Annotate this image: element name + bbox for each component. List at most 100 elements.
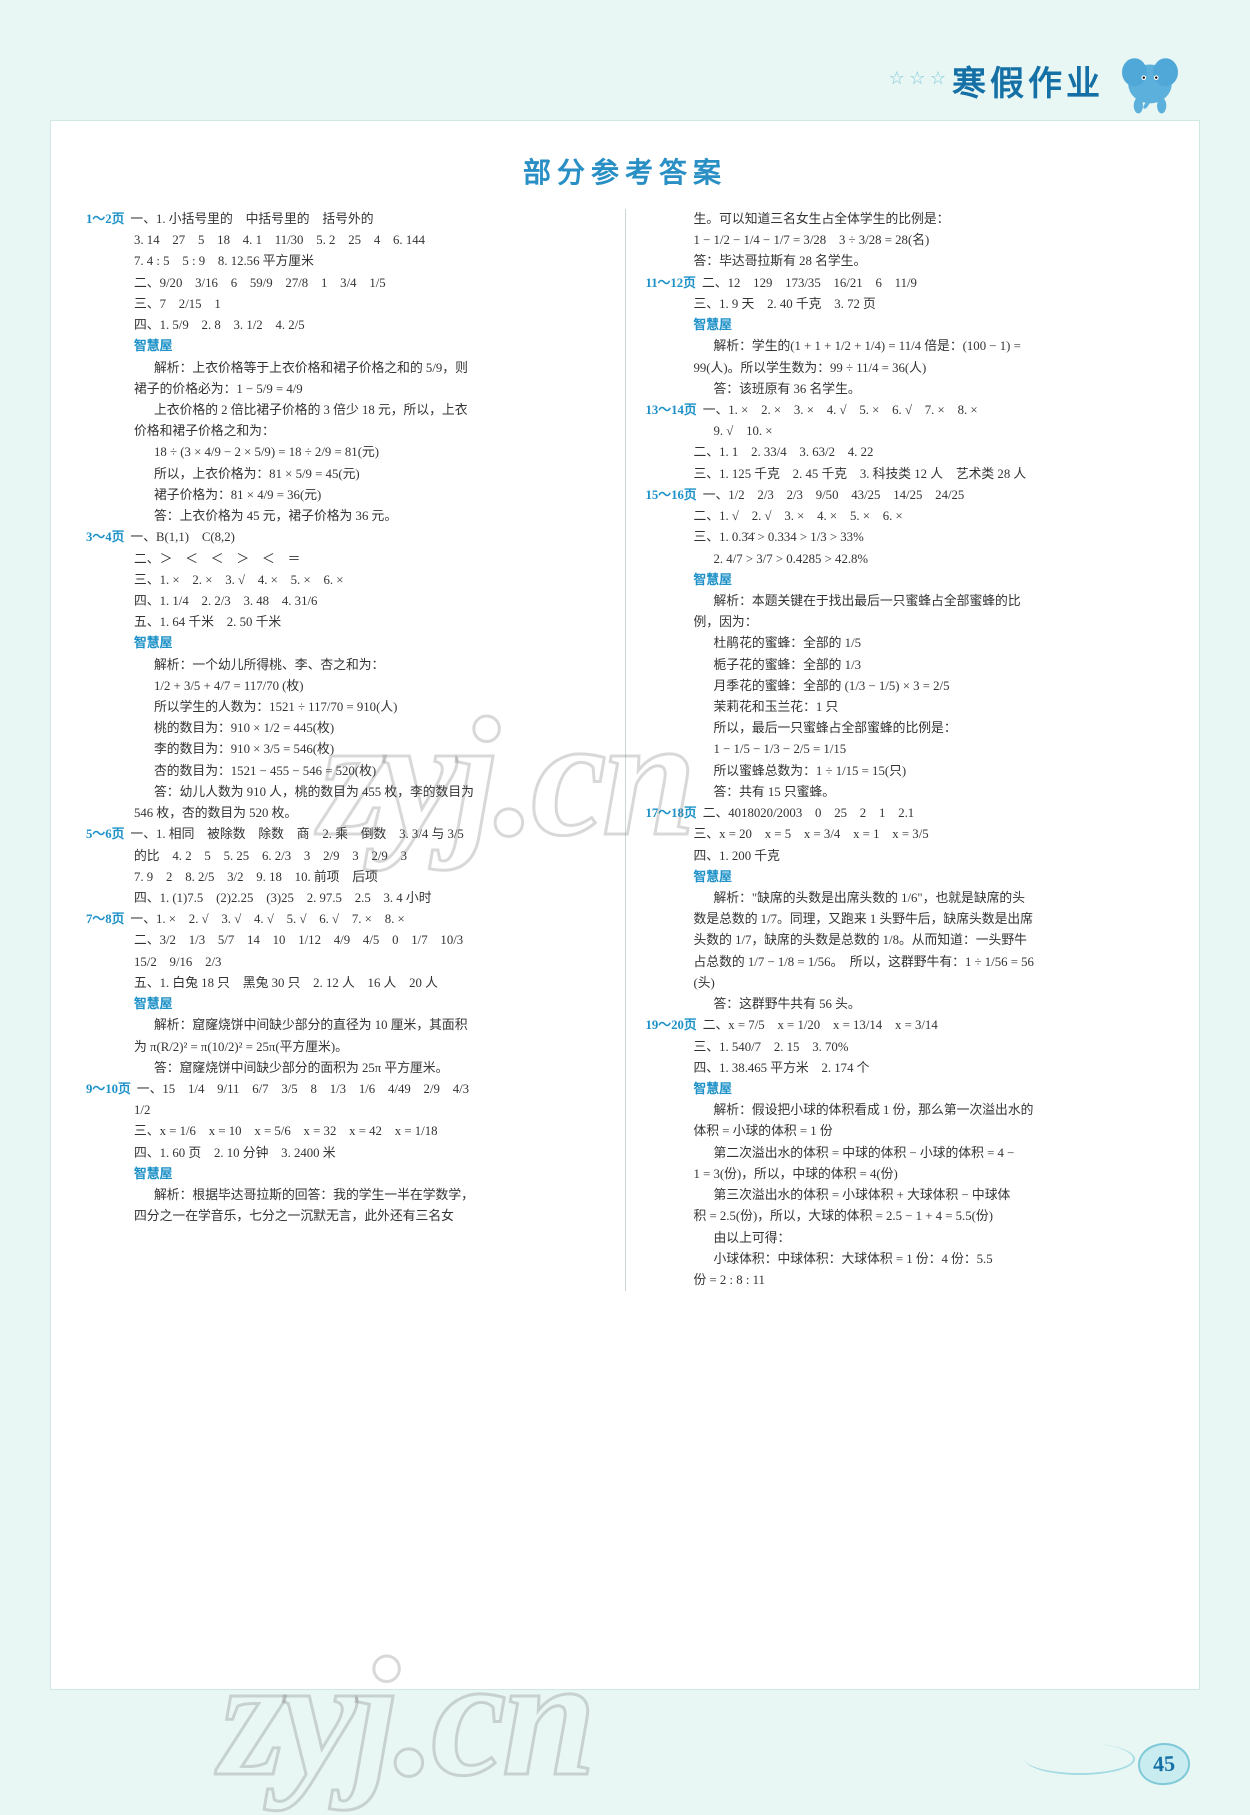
header-banner: ☆ ☆ ☆ 寒假作业 (889, 45, 1190, 115)
text: 三、1. 0.3̇4̇ > 0.334 > 1/3 > 33% (646, 527, 1165, 547)
text: 李的数目为：910 × 3/5 = 546(枚) (86, 739, 605, 759)
wisdom-label: 智慧屋 (134, 339, 172, 353)
text: 四、1. 1/4 2. 2/3 3. 48 4. 31/6 (86, 591, 605, 611)
text: 一、15 1/4 9/11 6/7 3/5 8 1/3 1/6 4/49 2/9… (137, 1082, 469, 1096)
text: 二、9/20 3/16 6 59/9 27/8 1 3/4 1/5 (86, 273, 605, 293)
page-ref: 19～20页 (646, 1018, 697, 1032)
page-ref: 5～6页 (86, 827, 124, 841)
text: 2. 4/7 > 3/7 > 0.4285 > 42.8% (646, 549, 1165, 569)
text: 1 = 3(份)，所以，中球的体积 = 4(份) (646, 1164, 1165, 1184)
text: 答：上衣价格为 45 元，裙子价格为 36 元。 (86, 506, 605, 526)
text: (头) (646, 973, 1165, 993)
text: 积 = 2.5(份)，所以，大球的体积 = 2.5 − 1 + 4 = 5.5(… (646, 1206, 1165, 1226)
text: 所以，上衣价格为：81 × 5/9 = 45(元) (86, 464, 605, 484)
column-separator (625, 209, 626, 1291)
wisdom-label: 智慧屋 (134, 1167, 172, 1181)
text: 裙子价格为：81 × 4/9 = 36(元) (86, 485, 605, 505)
text: 546 枚，杏的数目为 520 枚。 (86, 803, 605, 823)
text: 9. √ 10. × (646, 421, 1165, 441)
text: 四、1. 38.465 平方米 2. 174 个 (646, 1058, 1165, 1078)
text: 生。可以知道三名女生占全体学生的比例是： (646, 209, 1165, 229)
text: 一、1/2 2/3 2/3 9/50 43/25 14/25 24/25 (703, 488, 965, 502)
text: 一、B(1,1) C(8,2) (130, 530, 235, 544)
text: 答：窟窿烧饼中间缺少部分的面积为 25π 平方厘米。 (86, 1058, 605, 1078)
text: 15/2 9/16 2/3 (86, 952, 605, 972)
text: 占总数的 1/7 − 1/8 = 1/56。 所以，这群野牛有：1 ÷ 1/56… (646, 952, 1165, 972)
text: 解析：根据毕达哥拉斯的回答：我的学生一半在学数学， (86, 1185, 605, 1205)
page-ref: 17～18页 (646, 806, 697, 820)
text: 栀子花的蜜蜂：全部的 1/3 (646, 655, 1165, 675)
text: 三、1. 125 千克 2. 45 千克 3. 科技类 12 人 艺术类 28 … (646, 464, 1165, 484)
text: 一、1. × 2. × 3. × 4. √ 5. × 6. √ 7. × 8. … (703, 403, 978, 417)
wisdom-label: 智慧屋 (134, 636, 172, 650)
text: 7. 4 : 5 5 : 9 8. 12.56 平方厘米 (86, 251, 605, 271)
wisdom-label: 智慧屋 (694, 1082, 732, 1096)
text: 18 ÷ (3 × 4/9 − 2 × 5/9) = 18 ÷ 2/9 = 81… (86, 442, 605, 462)
text: 第三次溢出水的体积 = 小球体积 + 大球体积 − 中球体 (646, 1185, 1165, 1205)
text: 99(人)。所以学生数为：99 ÷ 11/4 = 36(人) (646, 358, 1165, 378)
text: 裙子的价格必为：1 − 5/9 = 4/9 (86, 379, 605, 399)
text: 1 − 1/2 − 1/4 − 1/7 = 3/28 3 ÷ 3/28 = 28… (646, 230, 1165, 250)
page-title: 部分参考答案 (86, 151, 1164, 191)
text: 答：毕达哥拉斯有 28 名学生。 (646, 251, 1165, 271)
text: 三、7 2/15 1 (86, 294, 605, 314)
page-content: 部分参考答案 1～2页一、1. 小括号里的 中括号里的 括号外的 3. 14 2… (50, 120, 1200, 1690)
text: 7. 9 2 8. 2/5 3/2 9. 18 10. 前项 后项 (86, 867, 605, 887)
text: 例，因为： (646, 612, 1165, 632)
text: 二、4018020/2003 0 25 2 1 2.1 (703, 806, 915, 820)
text: 四、1. (1)7.5 (2)2.25 (3)25 2. 97.5 2.5 3.… (86, 888, 605, 908)
text: 茉莉花和玉兰花：1 只 (646, 697, 1165, 717)
text: 解析：学生的(1 + 1 + 1/2 + 1/4) = 11/4 倍是：(100… (646, 336, 1165, 356)
banner-text: 寒假作业 (952, 56, 1104, 105)
text: 四、1. 5/9 2. 8 3. 1/2 4. 2/5 (86, 315, 605, 335)
text: 数是总数的 1/7。同理，又跑来 1 头野牛后，缺席头数是出席 (646, 909, 1165, 929)
text: 答：该班原有 36 名学生。 (646, 379, 1165, 399)
text: 答：这群野牛共有 56 头。 (646, 994, 1165, 1014)
text: 1/2 + 3/5 + 4/7 = 117/70 (枚) (86, 676, 605, 696)
elephant-icon (1110, 45, 1190, 115)
text: 杏的数目为：1521 − 455 − 546 = 520(枚) (86, 761, 605, 781)
page-ref: 15～16页 (646, 488, 697, 502)
left-column: 1～2页一、1. 小括号里的 中括号里的 括号外的 3. 14 27 5 18 … (86, 209, 605, 1291)
text: 解析：窟窿烧饼中间缺少部分的直径为 10 厘米，其面积 (86, 1015, 605, 1035)
text: 所以蜜蜂总数为：1 ÷ 1/15 = 15(只) (646, 761, 1165, 781)
text: 三、x = 20 x = 5 x = 3/4 x = 1 x = 3/5 (646, 824, 1165, 844)
decor-stars: ☆ ☆ ☆ (889, 68, 946, 89)
text: 答：共有 15 只蜜蜂。 (646, 782, 1165, 802)
text: 三、1. 9 天 2. 40 千克 3. 72 页 (646, 294, 1165, 314)
page-ref: 9～10页 (86, 1082, 131, 1096)
text: 的比 4. 2 5 5. 25 6. 2/3 3 2/9 3 2/9 3 (86, 846, 605, 866)
page-ref: 13～14页 (646, 403, 697, 417)
text: 一、1. × 2. √ 3. √ 4. √ 5. √ 6. √ 7. × 8. … (130, 912, 404, 926)
page-ref: 7～8页 (86, 912, 124, 926)
text: 所以，最后一只蜜蜂占全部蜜蜂的比例是： (646, 718, 1165, 738)
page-ref: 1～2页 (86, 212, 124, 226)
text: 价格和裙子价格之和为： (86, 421, 605, 441)
text: 三、1. × 2. × 3. √ 4. × 5. × 6. × (86, 570, 605, 590)
text: 由以上可得： (646, 1228, 1165, 1248)
text: 二、1. √ 2. √ 3. × 4. × 5. × 6. × (646, 506, 1165, 526)
text: 第二次溢出水的体积 = 中球的体积 − 小球的体积 = 4 − (646, 1143, 1165, 1163)
text: 四、1. 60 页 2. 10 分钟 3. 2400 米 (86, 1143, 605, 1163)
text: 为 π(R/2)² = π(10/2)² = 25π(平方厘米)。 (86, 1037, 605, 1057)
text: 小球体积：中球体积：大球体积 = 1 份：4 份：5.5 (646, 1249, 1165, 1269)
wisdom-label: 智慧屋 (694, 573, 732, 587)
text: 二、12 129 173/35 16/21 6 11/9 (702, 276, 917, 290)
text: 头数的 1/7，缺席的头数是总数的 1/8。从而知道：一头野牛 (646, 930, 1165, 950)
text: 一、1. 小括号里的 中括号里的 括号外的 (130, 212, 373, 226)
text: 解析：一个幼儿所得桃、李、杏之和为： (86, 655, 605, 675)
text: 3. 14 27 5 18 4. 1 11/30 5. 2 25 4 6. 14… (86, 230, 605, 250)
text: 二、3/2 1/3 5/7 14 10 1/12 4/9 4/5 0 1/7 1… (86, 930, 605, 950)
text: 三、1. 540/7 2. 15 3. 70% (646, 1037, 1165, 1057)
text: 杜鹃花的蜜蜂：全部的 1/5 (646, 633, 1165, 653)
text: 一、1. 相同 被除数 除数 商 2. 乘 倒数 3. 3/4 与 3/5 (130, 827, 463, 841)
text: 上衣价格的 2 倍比裙子价格的 3 倍少 18 元，所以，上衣 (86, 400, 605, 420)
page-ref: 3～4页 (86, 530, 124, 544)
text: 解析："缺席的头数是出席头数的 1/6"，也就是缺席的头 (646, 888, 1165, 908)
text: 体积 = 小球的体积 = 1 份 (646, 1121, 1165, 1141)
right-column: 生。可以知道三名女生占全体学生的比例是： 1 − 1/2 − 1/4 − 1/7… (646, 209, 1165, 1291)
page-ref: 11～12页 (646, 276, 696, 290)
text: 二、1. 1 2. 33/4 3. 63/2 4. 22 (646, 442, 1165, 462)
content-columns: 1～2页一、1. 小括号里的 中括号里的 括号外的 3. 14 27 5 18 … (86, 209, 1164, 1291)
wisdom-label: 智慧屋 (694, 870, 732, 884)
